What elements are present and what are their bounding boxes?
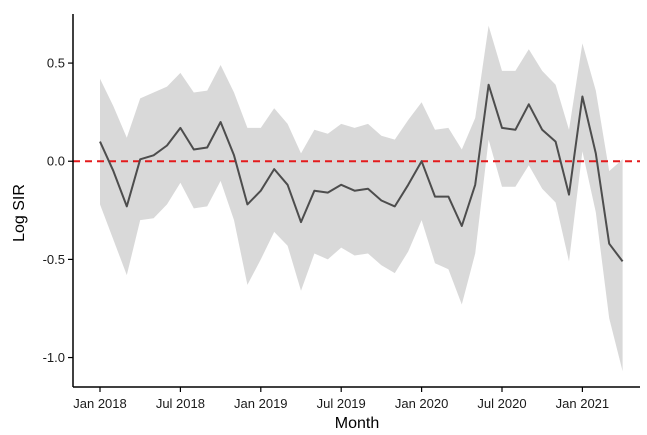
y-tick-label: -1.0	[43, 350, 65, 365]
x-tick-label: Jul 2019	[317, 396, 366, 411]
x-tick-label: Jan 2018	[73, 396, 127, 411]
x-tick-label: Jan 2021	[556, 396, 610, 411]
y-tick-layer: 0.5 0.0 -0.5 -1.0	[43, 56, 73, 365]
series-line-layer	[99, 83, 624, 263]
y-tick-label: 0.0	[47, 154, 65, 169]
y-tick-label: 0.5	[47, 56, 65, 71]
x-tick-label: Jan 2020	[395, 396, 449, 411]
x-tick-layer: Jan 2018 Jul 2018 Jan 2019 Jul 2019 Jan 2020…	[73, 387, 609, 411]
x-tick-label: Jul 2020	[477, 396, 526, 411]
series-line	[99, 83, 624, 263]
confidence-band-layer	[100, 25, 623, 372]
y-axis-title: Log SIR	[11, 184, 28, 242]
axes-layer	[72, 14, 640, 388]
x-tick-label: Jul 2018	[156, 396, 205, 411]
x-axis-title: Month	[335, 415, 379, 432]
x-tick-label: Jan 2019	[234, 396, 288, 411]
confidence-band	[100, 25, 623, 372]
y-tick-label: -0.5	[43, 252, 65, 267]
